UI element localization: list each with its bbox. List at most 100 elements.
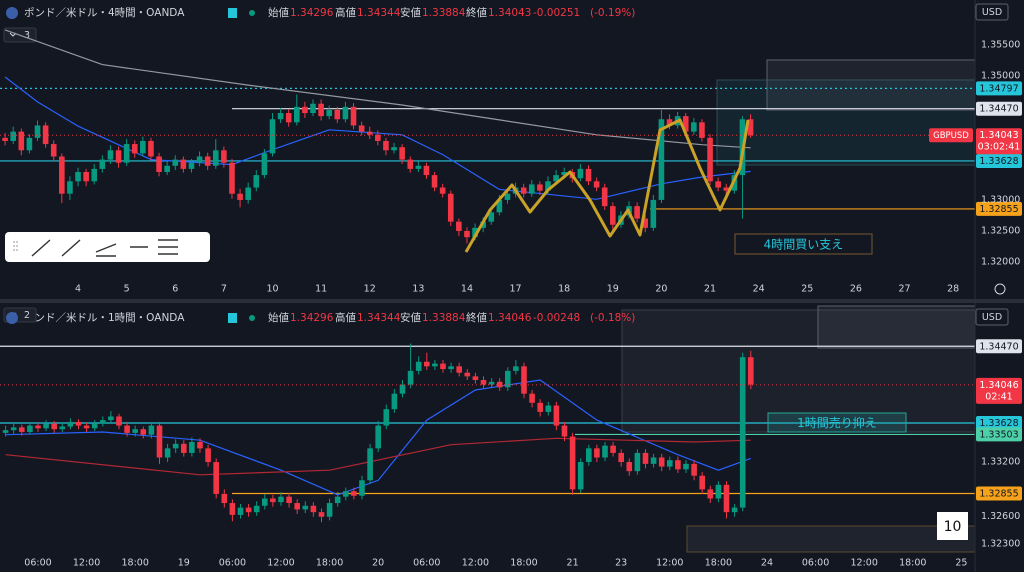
ohlc-label: 終値 <box>466 311 487 324</box>
candle-body <box>212 150 219 166</box>
zone <box>686 525 976 553</box>
pane-divider <box>0 299 1024 303</box>
candle-body <box>67 181 73 194</box>
candle-body <box>658 457 665 467</box>
candle-body <box>545 181 551 191</box>
candle-body <box>326 503 333 517</box>
candle-body <box>326 109 333 117</box>
x-tick-label: 12:00 <box>267 558 294 569</box>
candle-body <box>108 416 114 421</box>
candle-body <box>569 436 576 490</box>
status-dot <box>249 315 255 321</box>
ohlc-label: 始値 <box>268 311 289 324</box>
candle-body <box>577 462 584 490</box>
y-tick-label: 1.32000 <box>981 257 1020 268</box>
candle-body <box>196 156 203 163</box>
hand-drawn-path <box>464 118 750 253</box>
candle-body <box>334 496 341 504</box>
x-tick-label: 27 <box>898 284 910 295</box>
candle-body <box>496 381 503 388</box>
x-tick-label: 18 <box>558 284 570 295</box>
price-label: 1.32855 <box>979 204 1018 215</box>
zone <box>716 79 976 166</box>
currency-box[interactable] <box>975 308 1009 326</box>
candle-body <box>520 187 527 194</box>
candle-body <box>407 159 414 169</box>
y-tick-label: 1.32500 <box>981 225 1020 236</box>
annotation: 1時間売り抑え <box>797 415 877 430</box>
candle-body <box>269 119 276 154</box>
ohlc-label: 高値 <box>335 311 356 324</box>
candle-body <box>456 221 462 231</box>
candle-body <box>204 156 211 166</box>
price-label-box <box>976 101 1022 116</box>
ohlc-value: 1.33884 <box>422 312 466 324</box>
candle-body <box>391 147 397 151</box>
x-tick-label: 25 <box>955 558 967 569</box>
price-label: 1.34470 <box>979 341 1018 352</box>
ohlc-value: 1.34344 <box>357 312 401 324</box>
candle-body <box>27 425 33 432</box>
candle-body <box>237 193 243 200</box>
candle-body <box>26 137 33 151</box>
price-label: 1.33628 <box>979 156 1018 167</box>
candle-body <box>683 463 689 470</box>
y-tick-label: 1.33200 <box>981 457 1020 468</box>
candle-body <box>253 505 260 513</box>
candle-body <box>415 165 422 169</box>
candle-body <box>529 393 535 403</box>
zone <box>766 59 976 111</box>
settings-icon[interactable] <box>994 283 1006 295</box>
x-tick-label: 17 <box>510 284 522 295</box>
price-label: 1.34470 <box>979 104 1018 115</box>
pane-1h: ポンド／米ドル・1時間・OANDA 始値 1.34296 高値 1.34344 安値 1.3… <box>0 307 1022 569</box>
candle-body <box>464 372 471 377</box>
candle-body <box>172 443 179 449</box>
currency: USD <box>982 7 1002 18</box>
candle-body <box>358 125 365 132</box>
candle-body <box>472 376 479 381</box>
indicator-count: 2 <box>24 310 30 321</box>
candle-body <box>83 172 89 182</box>
candle-body <box>35 425 41 429</box>
candle-body <box>115 150 122 163</box>
last-price: 1.34043 <box>979 130 1018 141</box>
drawing-toolbar[interactable] <box>5 232 210 262</box>
candle-body <box>553 405 560 426</box>
candle-body <box>148 425 155 435</box>
candle-body <box>747 357 754 385</box>
x-tick-label: 06:00 <box>219 558 246 569</box>
candle-body <box>350 106 357 126</box>
candle-body <box>213 462 219 494</box>
x-tick-label: 28 <box>947 284 959 295</box>
candle-body <box>561 172 567 176</box>
x-tick-label: 18:00 <box>899 558 926 569</box>
candle-body <box>448 366 454 370</box>
candle-body <box>99 159 106 169</box>
candle-body <box>723 484 730 513</box>
x-tick-label: 21 <box>567 558 579 569</box>
candle-body <box>577 168 584 179</box>
candle-body <box>715 181 721 188</box>
x-tick-label: 24 <box>753 284 765 295</box>
candle-body <box>221 493 228 504</box>
candle-body <box>594 448 600 458</box>
candle-body <box>447 193 454 222</box>
ohlc-value: 1.34046 <box>488 312 532 324</box>
candle-body <box>618 452 624 463</box>
candle-body <box>10 427 17 431</box>
candle-body <box>42 125 49 145</box>
candle-body <box>2 137 8 141</box>
price-label-box <box>976 416 1022 431</box>
x-tick-label: 06:00 <box>413 558 440 569</box>
indicator-count: 3 <box>24 30 30 41</box>
moving-average <box>4 76 751 200</box>
candle-body <box>691 122 697 132</box>
candle-body <box>83 425 90 429</box>
candle-body <box>140 429 147 435</box>
candle-body <box>156 425 163 458</box>
currency-box[interactable] <box>975 3 1009 21</box>
ohlc-label: 終値 <box>466 6 487 19</box>
